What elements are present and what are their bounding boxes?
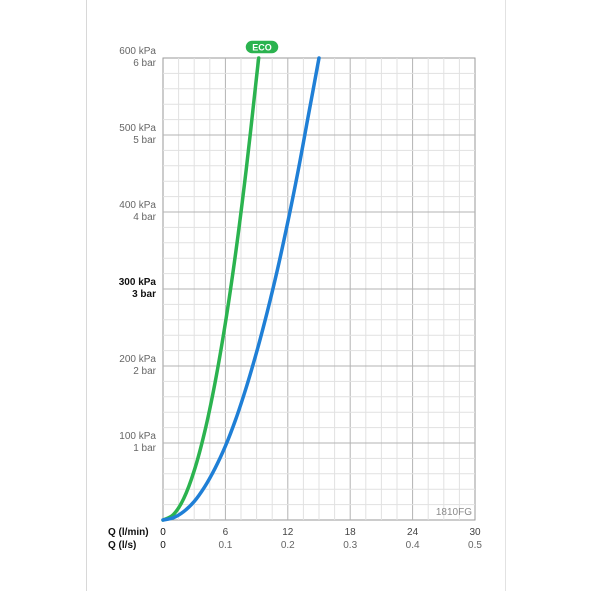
x-tick-label-ls: 0 bbox=[160, 540, 166, 551]
page-edge-left bbox=[86, 0, 87, 591]
chart-series bbox=[161, 56, 321, 522]
chart-grid bbox=[162, 57, 476, 521]
standard-series-line bbox=[161, 56, 321, 522]
y-tick-label-kpa: 600 kPa bbox=[119, 46, 156, 57]
page-edge-right bbox=[505, 0, 506, 591]
x-tick-label-lmin: 30 bbox=[469, 527, 481, 538]
y-tick-label-kpa: 200 kPa bbox=[119, 354, 156, 365]
y-tick-label-bar: 6 bar bbox=[133, 58, 156, 69]
y-tick-label-bar: 1 bar bbox=[133, 443, 156, 454]
eco-badge-label: ECO bbox=[252, 43, 272, 53]
y-tick-label-bar: 2 bar bbox=[133, 366, 156, 377]
y-tick-label-bar: 4 bar bbox=[133, 212, 156, 223]
x-tick-label-ls: 0.3 bbox=[343, 540, 357, 551]
y-tick-label-kpa: 300 kPa bbox=[119, 277, 157, 288]
eco-series-line bbox=[161, 56, 261, 522]
y-tick-label-bar: 3 bar bbox=[132, 289, 156, 300]
x-tick-label-lmin: 18 bbox=[345, 527, 357, 538]
y-tick-label-kpa: 100 kPa bbox=[119, 431, 156, 442]
x-tick-label-ls: 0.2 bbox=[281, 540, 295, 551]
x-axis-ticks: 0 0 6 0.1 12 0.2 18 0.3 24 0.4 30 0.5 bbox=[160, 527, 482, 551]
y-tick-label-bar: 5 bar bbox=[133, 135, 156, 146]
y-tick-label-kpa: 400 kPa bbox=[119, 200, 156, 211]
x-tick-label-ls: 0.1 bbox=[218, 540, 232, 551]
x-tick-label-lmin: 24 bbox=[407, 527, 419, 538]
eco-badge: ECO bbox=[244, 39, 280, 55]
x-tick-label-ls: 0.5 bbox=[468, 540, 482, 551]
eco-badge-pill bbox=[244, 39, 280, 55]
x-tick-label-lmin: 12 bbox=[282, 527, 294, 538]
y-tick-label-kpa: 500 kPa bbox=[119, 123, 156, 134]
x-axis-title-ls: Q (l/s) bbox=[108, 540, 136, 551]
x-tick-label-lmin: 0 bbox=[160, 527, 166, 538]
x-axis-title-lmin: Q (l/min) bbox=[108, 527, 149, 538]
x-tick-label-ls: 0.4 bbox=[406, 540, 420, 551]
model-label: 1810FG bbox=[436, 507, 472, 518]
x-tick-label-lmin: 6 bbox=[223, 527, 229, 538]
